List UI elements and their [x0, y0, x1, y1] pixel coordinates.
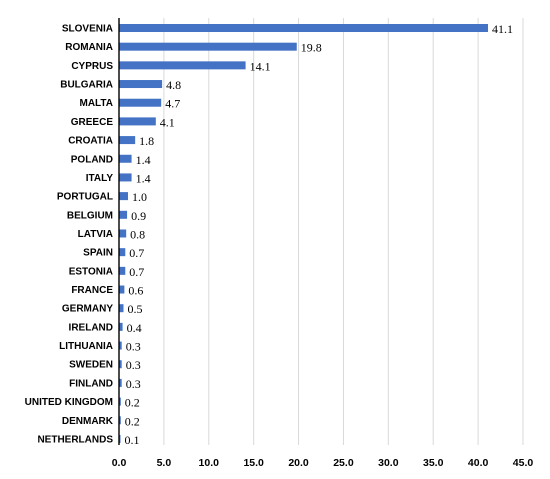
data-label: 0.8 [130, 227, 145, 241]
category-label: IRELAND [69, 322, 113, 333]
value-labels: 41.1 19.8 14.1 4.8 4.7 4.1 1.8 1.4 1.4 1.0 0.9 0.8 0… [125, 22, 513, 447]
data-label: 0.9 [131, 209, 146, 223]
data-label: 0.4 [127, 321, 142, 335]
x-tick-label: 20.0 [288, 457, 309, 469]
data-label: 14.1 [250, 59, 271, 73]
x-tick-labels: 0.0 5.0 10.0 15.0 20.0 25.0 30.0 35.0 40.0 45.0 [112, 457, 534, 469]
bar [119, 229, 127, 238]
bar [119, 80, 163, 89]
category-label: DENMARK [62, 416, 114, 427]
bar [119, 266, 126, 275]
bar [119, 360, 122, 369]
category-label: BULGARIA [60, 80, 113, 91]
category-label: SLOVENIA [62, 24, 113, 35]
bar [119, 42, 297, 51]
x-tick-label: 40.0 [468, 457, 489, 469]
category-label: MALTA [79, 98, 113, 109]
bar [119, 24, 488, 32]
x-tick-label: 30.0 [378, 457, 399, 469]
category-label: ESTONIA [69, 266, 113, 277]
bar [119, 173, 132, 182]
category-label: LATVIA [78, 229, 113, 240]
data-label: 4.1 [160, 115, 175, 129]
category-label: BELGIUM [67, 210, 113, 221]
data-label: 4.8 [166, 78, 181, 92]
bar [119, 248, 126, 257]
bar [119, 397, 121, 406]
x-tick-label: 10.0 [199, 457, 220, 469]
x-tick-label: 5.0 [157, 457, 172, 469]
category-label: CROATIA [68, 136, 113, 147]
bar [119, 322, 123, 331]
bar [119, 61, 246, 70]
x-tick-label: 25.0 [333, 457, 354, 469]
data-label: 1.8 [139, 134, 154, 148]
x-tick-label: 35.0 [423, 457, 444, 469]
category-label: POLAND [71, 154, 113, 165]
bars [119, 24, 488, 443]
data-label: 0.3 [126, 358, 141, 372]
category-label: PORTUGAL [57, 192, 113, 203]
category-label: FINLAND [69, 378, 113, 389]
x-tick-label: 0.0 [112, 457, 127, 469]
bar [119, 285, 125, 294]
gridlines [163, 18, 524, 445]
data-label: 0.2 [125, 414, 140, 428]
data-label: 1.4 [136, 153, 151, 167]
bar [119, 210, 128, 219]
bar [119, 304, 124, 313]
data-label: 1.4 [136, 171, 151, 185]
data-label: 41.1 [492, 22, 513, 36]
data-label: 0.3 [126, 340, 141, 354]
data-label: 0.2 [125, 396, 140, 410]
bar [119, 341, 122, 350]
category-label: LITHUANIA [59, 341, 113, 352]
category-label: CYPRUS [71, 61, 113, 72]
bar [119, 98, 162, 107]
category-label: SWEDEN [69, 360, 113, 371]
category-label: UNITED KINGDOM [25, 397, 113, 408]
bar [119, 136, 136, 145]
data-label: 0.5 [127, 302, 142, 316]
category-label: ROMANIA [65, 42, 113, 53]
category-label: FRANCE [71, 285, 113, 296]
data-label: 4.7 [165, 97, 180, 111]
data-label: 0.7 [129, 246, 144, 260]
bar [119, 378, 122, 387]
x-tick-label: 45.0 [513, 457, 534, 469]
category-labels: SLOVENIA ROMANIA CYPRUS BULGARIA MALTA GREECE… [25, 24, 114, 446]
bar [119, 117, 156, 126]
category-label: GREECE [71, 117, 114, 128]
data-label: 19.8 [301, 41, 322, 55]
bar [119, 154, 132, 163]
bar [119, 192, 128, 201]
data-label: 0.1 [125, 433, 140, 447]
bar [119, 434, 121, 443]
data-label: 1.0 [132, 190, 147, 204]
category-label: GERMANY [62, 304, 113, 315]
x-tick-label: 15.0 [243, 457, 264, 469]
category-label: NETHERLANDS [37, 434, 113, 445]
category-label: ITALY [86, 173, 114, 184]
data-label: 0.6 [128, 284, 143, 298]
category-label: SPAIN [83, 248, 113, 259]
bar [119, 416, 121, 425]
data-label: 0.3 [126, 377, 141, 391]
data-label: 0.7 [129, 265, 144, 279]
